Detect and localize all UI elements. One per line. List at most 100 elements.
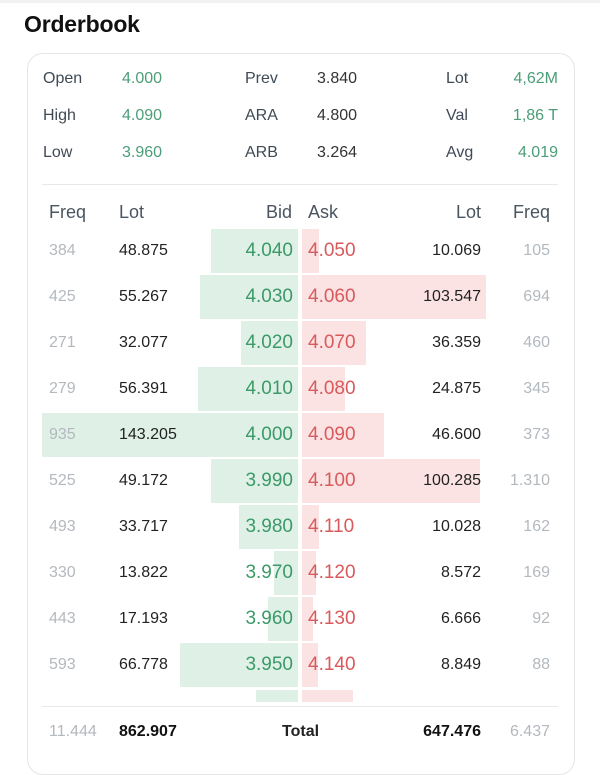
bid-price[interactable]: 4.010 xyxy=(245,378,293,399)
bid-price[interactable]: 4.040 xyxy=(245,240,293,261)
total-bid-lot: 862.907 xyxy=(119,723,177,740)
ask-freq: 1.310 xyxy=(509,472,550,489)
ask-freq: 373 xyxy=(523,426,550,443)
ask-lot: 8.572 xyxy=(440,564,481,581)
ask-price[interactable]: 4.060 xyxy=(308,286,356,307)
ask-lot: 100.285 xyxy=(423,472,481,489)
ask-lot: 10.028 xyxy=(432,518,481,535)
ask-volume-bar xyxy=(302,551,316,595)
ask-price[interactable]: 4.070 xyxy=(308,332,356,353)
bid-price[interactable]: 3.990 xyxy=(245,470,293,491)
stat-label: Prev xyxy=(245,70,278,87)
ask-lot: 6.666 xyxy=(440,610,481,627)
header-bid-lot: Lot xyxy=(119,202,145,222)
bid-lot: 17.193 xyxy=(119,610,168,627)
header-ask-lot: Lot xyxy=(455,202,481,222)
orderbook-row[interactable]: 330 13.822 3.970 4.120 8.572 169 xyxy=(0,551,600,595)
stat-value: 4,62M xyxy=(513,70,558,87)
bid-lot: 143.205 xyxy=(119,426,177,443)
bid-volume-bar xyxy=(198,367,298,411)
bid-price[interactable]: 4.020 xyxy=(245,332,293,353)
orderbook-row[interactable]: 593 66.778 3.950 4.140 8.849 88 xyxy=(0,643,600,687)
ask-price[interactable]: 4.110 xyxy=(308,516,355,537)
bid-price[interactable]: 3.970 xyxy=(245,562,293,583)
ask-freq: 169 xyxy=(523,564,550,581)
stat-label: Lot xyxy=(446,70,469,87)
stat-value: 4.090 xyxy=(122,107,163,124)
bid-lot: 56.391 xyxy=(119,380,168,397)
ask-volume-bar xyxy=(302,229,319,273)
stat-label: Avg xyxy=(446,144,474,161)
ask-freq: 460 xyxy=(523,334,550,351)
bid-lot: 48.875 xyxy=(119,242,168,259)
ask-price[interactable]: 4.090 xyxy=(308,424,356,445)
bid-freq: 525 xyxy=(49,472,76,489)
stat-value: 4.000 xyxy=(122,70,163,87)
stat-value: 1,86 T xyxy=(512,107,558,124)
stat-label: Low xyxy=(43,144,73,161)
bid-lot: 13.822 xyxy=(119,564,168,581)
bid-freq: 279 xyxy=(49,380,76,397)
bid-freq: 593 xyxy=(49,656,76,673)
ask-freq: 88 xyxy=(532,656,550,673)
bid-lot: 66.778 xyxy=(119,656,168,673)
total-ask-freq: 6.437 xyxy=(509,723,550,740)
bid-freq: 443 xyxy=(49,610,76,627)
header-ask-freq: Freq xyxy=(512,202,550,222)
ask-lot: 103.547 xyxy=(423,288,481,305)
bid-freq: 384 xyxy=(49,242,76,259)
stat-label: Val xyxy=(446,107,468,124)
ask-freq: 105 xyxy=(523,242,550,259)
ask-volume-bar xyxy=(302,275,486,319)
bid-volume-bar xyxy=(180,643,298,687)
bid-volume-bar xyxy=(42,413,298,457)
bid-price[interactable]: 3.960 xyxy=(245,608,293,629)
page-title: Orderbook xyxy=(24,11,140,37)
orderbook-row[interactable]: 271 32.077 4.020 4.070 36.359 460 xyxy=(0,321,600,365)
bid-volume-bar xyxy=(256,690,298,702)
ask-lot: 46.600 xyxy=(432,426,481,443)
ask-volume-bar xyxy=(302,643,318,687)
orderbook-row[interactable]: 425 55.267 4.030 4.060 103.547 694 xyxy=(0,275,600,319)
ask-freq: 345 xyxy=(523,380,550,397)
bid-price[interactable]: 4.000 xyxy=(245,424,293,445)
stats-divider xyxy=(42,184,558,185)
ask-volume-bar xyxy=(302,413,384,457)
bid-freq: 935 xyxy=(49,426,76,443)
ask-volume-bar xyxy=(302,690,353,702)
ask-price[interactable]: 4.080 xyxy=(308,378,356,399)
stat-value: 4.019 xyxy=(517,144,558,161)
bid-lot: 55.267 xyxy=(119,288,168,305)
ask-volume-bar xyxy=(302,597,313,641)
bid-price[interactable]: 3.980 xyxy=(245,516,293,537)
header-ask: Ask xyxy=(308,202,339,222)
bid-lot: 33.717 xyxy=(119,518,168,535)
orderbook-row[interactable]: 935 143.205 4.000 4.090 46.600 373 xyxy=(0,413,600,457)
total-label: Total xyxy=(282,723,320,740)
orderbook-row[interactable]: 525 49.172 3.990 4.100 100.285 1.310 xyxy=(0,459,600,503)
ask-price[interactable]: 4.140 xyxy=(308,654,356,675)
header-bid: Bid xyxy=(265,202,292,222)
orderbook-row[interactable]: 493 33.717 3.980 4.110 10.028 162 xyxy=(0,505,600,549)
stat-label: ARB xyxy=(245,144,278,161)
bid-price[interactable]: 3.950 xyxy=(245,654,293,675)
bid-freq: 425 xyxy=(49,288,76,305)
bid-lot: 49.172 xyxy=(119,472,168,489)
stat-label: High xyxy=(43,107,76,124)
orderbook-row[interactable]: 279 56.391 4.010 4.080 24.875 345 xyxy=(0,367,600,411)
orderbook-row[interactable]: 384 48.875 4.040 4.050 10.069 105 xyxy=(0,229,600,273)
bid-volume-bar xyxy=(239,505,298,549)
ask-price[interactable]: 4.100 xyxy=(308,470,356,491)
ask-price[interactable]: 4.120 xyxy=(308,562,356,583)
ask-lot: 10.069 xyxy=(432,242,481,259)
bid-lot: 32.077 xyxy=(119,334,168,351)
bid-price[interactable]: 4.030 xyxy=(245,286,293,307)
ask-price[interactable]: 4.050 xyxy=(308,240,356,261)
orderbook-row[interactable]: 443 17.193 3.960 4.130 6.666 92 xyxy=(0,597,600,641)
stat-value: 3.264 xyxy=(317,144,358,161)
top-divider xyxy=(0,0,600,3)
ask-freq: 694 xyxy=(523,288,550,305)
bid-volume-bar xyxy=(200,275,298,319)
ask-price[interactable]: 4.130 xyxy=(308,608,356,629)
bid-freq: 271 xyxy=(49,334,76,351)
